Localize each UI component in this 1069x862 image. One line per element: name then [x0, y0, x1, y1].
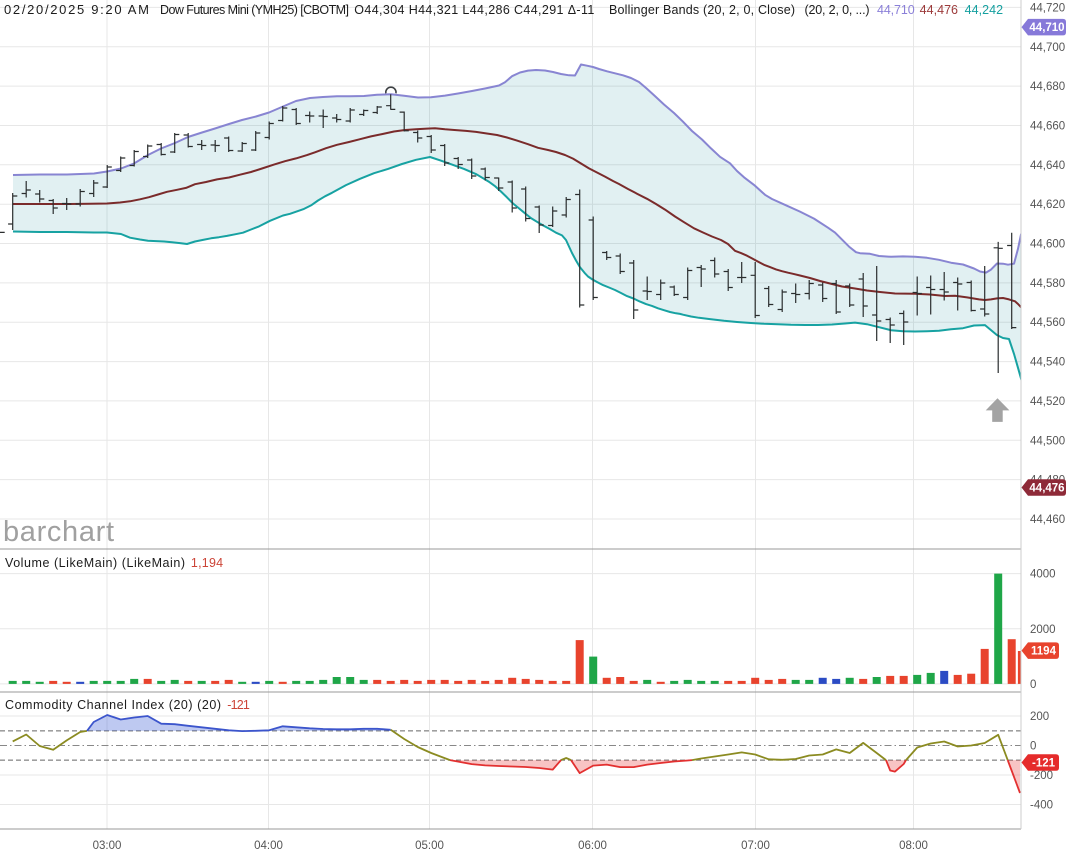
svg-text:04:00: 04:00	[254, 840, 283, 852]
svg-text:1194: 1194	[1031, 646, 1057, 658]
svg-text:44,580: 44,580	[1030, 278, 1065, 290]
svg-text:Bollinger Bands (20, 2, 0, Clo: Bollinger Bands (20, 2, 0, Close)	[609, 3, 795, 17]
svg-text:44,520: 44,520	[1030, 396, 1065, 408]
svg-text:O44,304 H44,321 L44,286 C44,29: O44,304 H44,321 L44,286 C44,291 Δ-11	[354, 3, 594, 17]
svg-text:Commodity Channel Index (20): Commodity Channel Index (20) (20)	[5, 698, 221, 712]
svg-text:44,242: 44,242	[965, 3, 1004, 17]
svg-text:Dow Futures Mini (YMH25) [CBOT: Dow Futures Mini (YMH25) [CBOTM]	[160, 3, 349, 17]
svg-text:1,194: 1,194	[191, 556, 223, 570]
svg-text:0: 0	[1030, 679, 1036, 691]
svg-text:-400: -400	[1030, 800, 1053, 812]
svg-text:-200: -200	[1030, 770, 1053, 782]
svg-text:44,476: 44,476	[920, 3, 958, 17]
svg-text:44,720: 44,720	[1030, 2, 1065, 14]
svg-text:03:00: 03:00	[93, 840, 122, 852]
svg-text:barchart: barchart	[3, 516, 114, 548]
svg-text:06:00: 06:00	[578, 840, 607, 852]
svg-text:08:00: 08:00	[899, 840, 928, 852]
svg-text:07:00: 07:00	[741, 840, 770, 852]
svg-text:44,600: 44,600	[1030, 239, 1065, 251]
svg-text:44,680: 44,680	[1030, 81, 1065, 93]
svg-text:44,500: 44,500	[1030, 435, 1065, 447]
svg-text:Volume (LikeMain) (LikeMain): Volume (LikeMain) (LikeMain)	[5, 556, 185, 570]
svg-text:44,710: 44,710	[877, 3, 915, 17]
svg-text:44,700: 44,700	[1030, 42, 1065, 54]
svg-text:44,460: 44,460	[1030, 514, 1065, 526]
svg-text:44,710: 44,710	[1029, 22, 1064, 34]
svg-text:44,540: 44,540	[1030, 357, 1065, 369]
svg-text:(20, 2, 0, ...): (20, 2, 0, ...)	[805, 3, 870, 17]
svg-text:44,560: 44,560	[1030, 317, 1065, 329]
svg-text:05:00: 05:00	[415, 840, 444, 852]
svg-text:4000: 4000	[1030, 569, 1056, 581]
svg-text:-121: -121	[1032, 758, 1056, 770]
svg-text:44,620: 44,620	[1030, 199, 1065, 211]
svg-text:2000: 2000	[1030, 624, 1056, 636]
svg-text:-121: -121	[227, 698, 250, 712]
svg-text:44,640: 44,640	[1030, 160, 1065, 172]
svg-text:44,660: 44,660	[1030, 121, 1065, 133]
svg-text:44,476: 44,476	[1029, 483, 1064, 495]
svg-text:0: 0	[1030, 741, 1036, 753]
svg-text:200: 200	[1030, 711, 1049, 723]
